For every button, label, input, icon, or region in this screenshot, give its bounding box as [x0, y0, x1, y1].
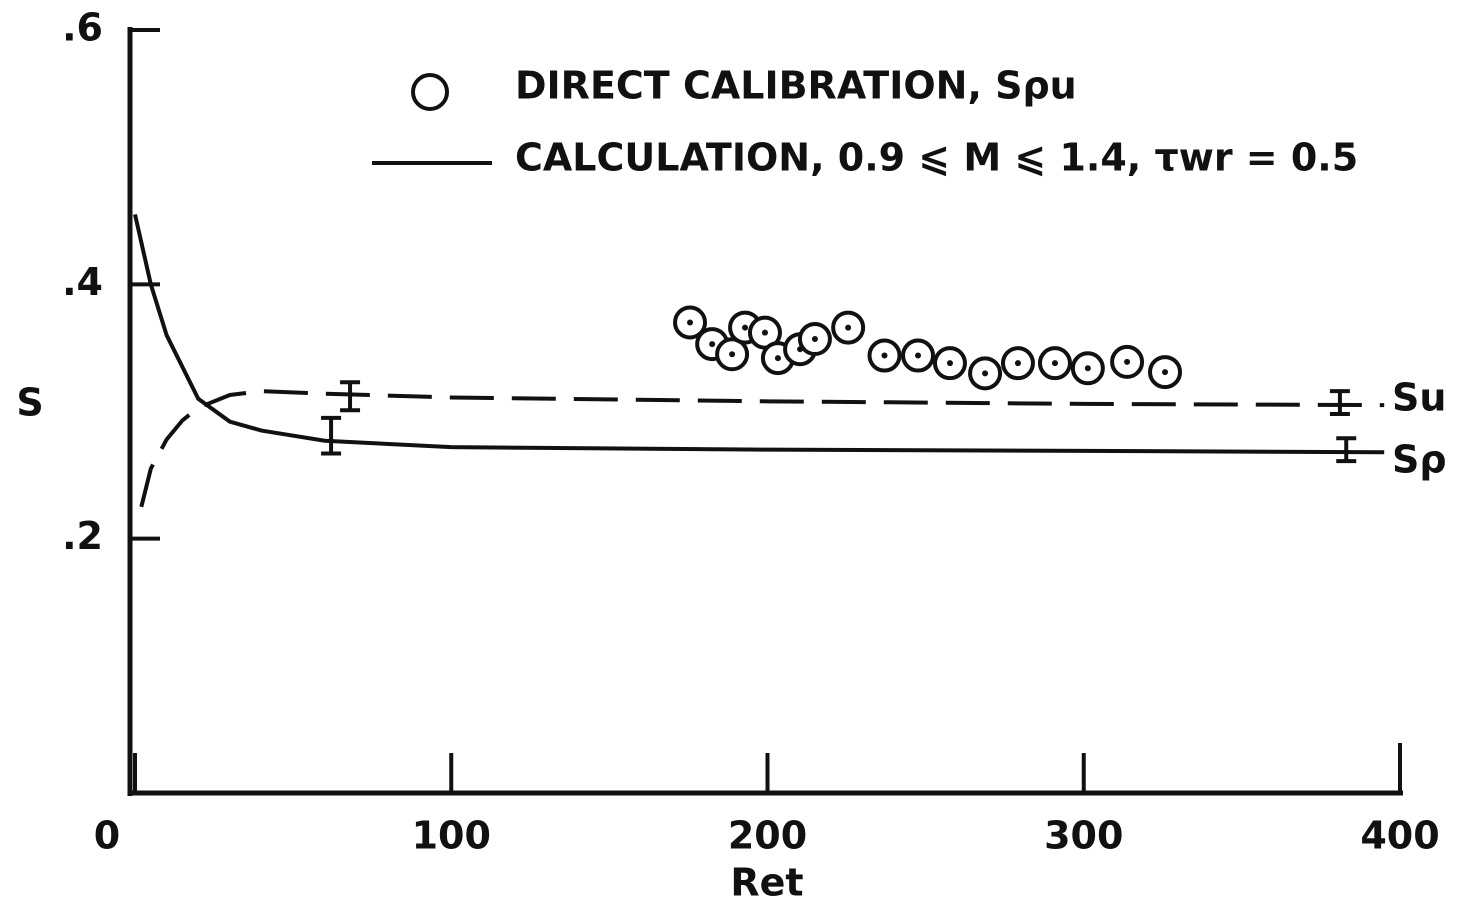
data-point-dot: [982, 370, 989, 377]
x-tick-label: 300: [1044, 814, 1123, 858]
x-tick-label: 200: [728, 814, 807, 858]
curve-label: Sρ: [1392, 438, 1447, 482]
error-bar: [321, 415, 342, 456]
legend-marker: [411, 73, 449, 111]
curve: [133, 213, 1385, 455]
data-point-dot: [915, 352, 922, 359]
data-point-dot: [811, 336, 818, 343]
y-tick-label: .2: [62, 514, 103, 558]
x-tick-label: 100: [412, 814, 491, 858]
data-point-dot: [845, 324, 852, 331]
x-tick-label: 0: [94, 814, 120, 858]
data-point-dot: [687, 319, 694, 326]
data-point-dot: [729, 351, 736, 358]
error-bar: [1329, 389, 1350, 417]
x-tick-label: 400: [1360, 814, 1439, 858]
data-point-dot: [742, 324, 749, 331]
data-point-dot: [1014, 360, 1021, 367]
data-point-dot: [1051, 360, 1058, 367]
data-point-dot: [1124, 358, 1131, 365]
data-point-dot: [774, 355, 781, 362]
curve: [139, 389, 1385, 508]
data-point-dot: [1162, 369, 1169, 376]
data-point-dot: [946, 360, 953, 367]
x-axis-label: Ret: [730, 861, 803, 905]
curve-label: Su: [1392, 376, 1446, 420]
error-bar: [1336, 436, 1357, 464]
legend-label: DIRECT CALIBRATION, Sρu: [515, 64, 1077, 108]
data-point-dot: [761, 329, 768, 336]
y-tick-label: .6: [62, 6, 103, 50]
y-tick-label: .4: [62, 260, 103, 304]
data-point-dot: [1084, 365, 1091, 372]
y-axis-label: S: [16, 381, 43, 425]
data-point-dot: [709, 341, 716, 348]
legend-label: CALCULATION, 0.9 ⩽ M ⩽ 1.4, τwr = 0.5: [515, 136, 1358, 180]
error-bar: [340, 380, 361, 413]
data-point-dot: [881, 352, 888, 359]
